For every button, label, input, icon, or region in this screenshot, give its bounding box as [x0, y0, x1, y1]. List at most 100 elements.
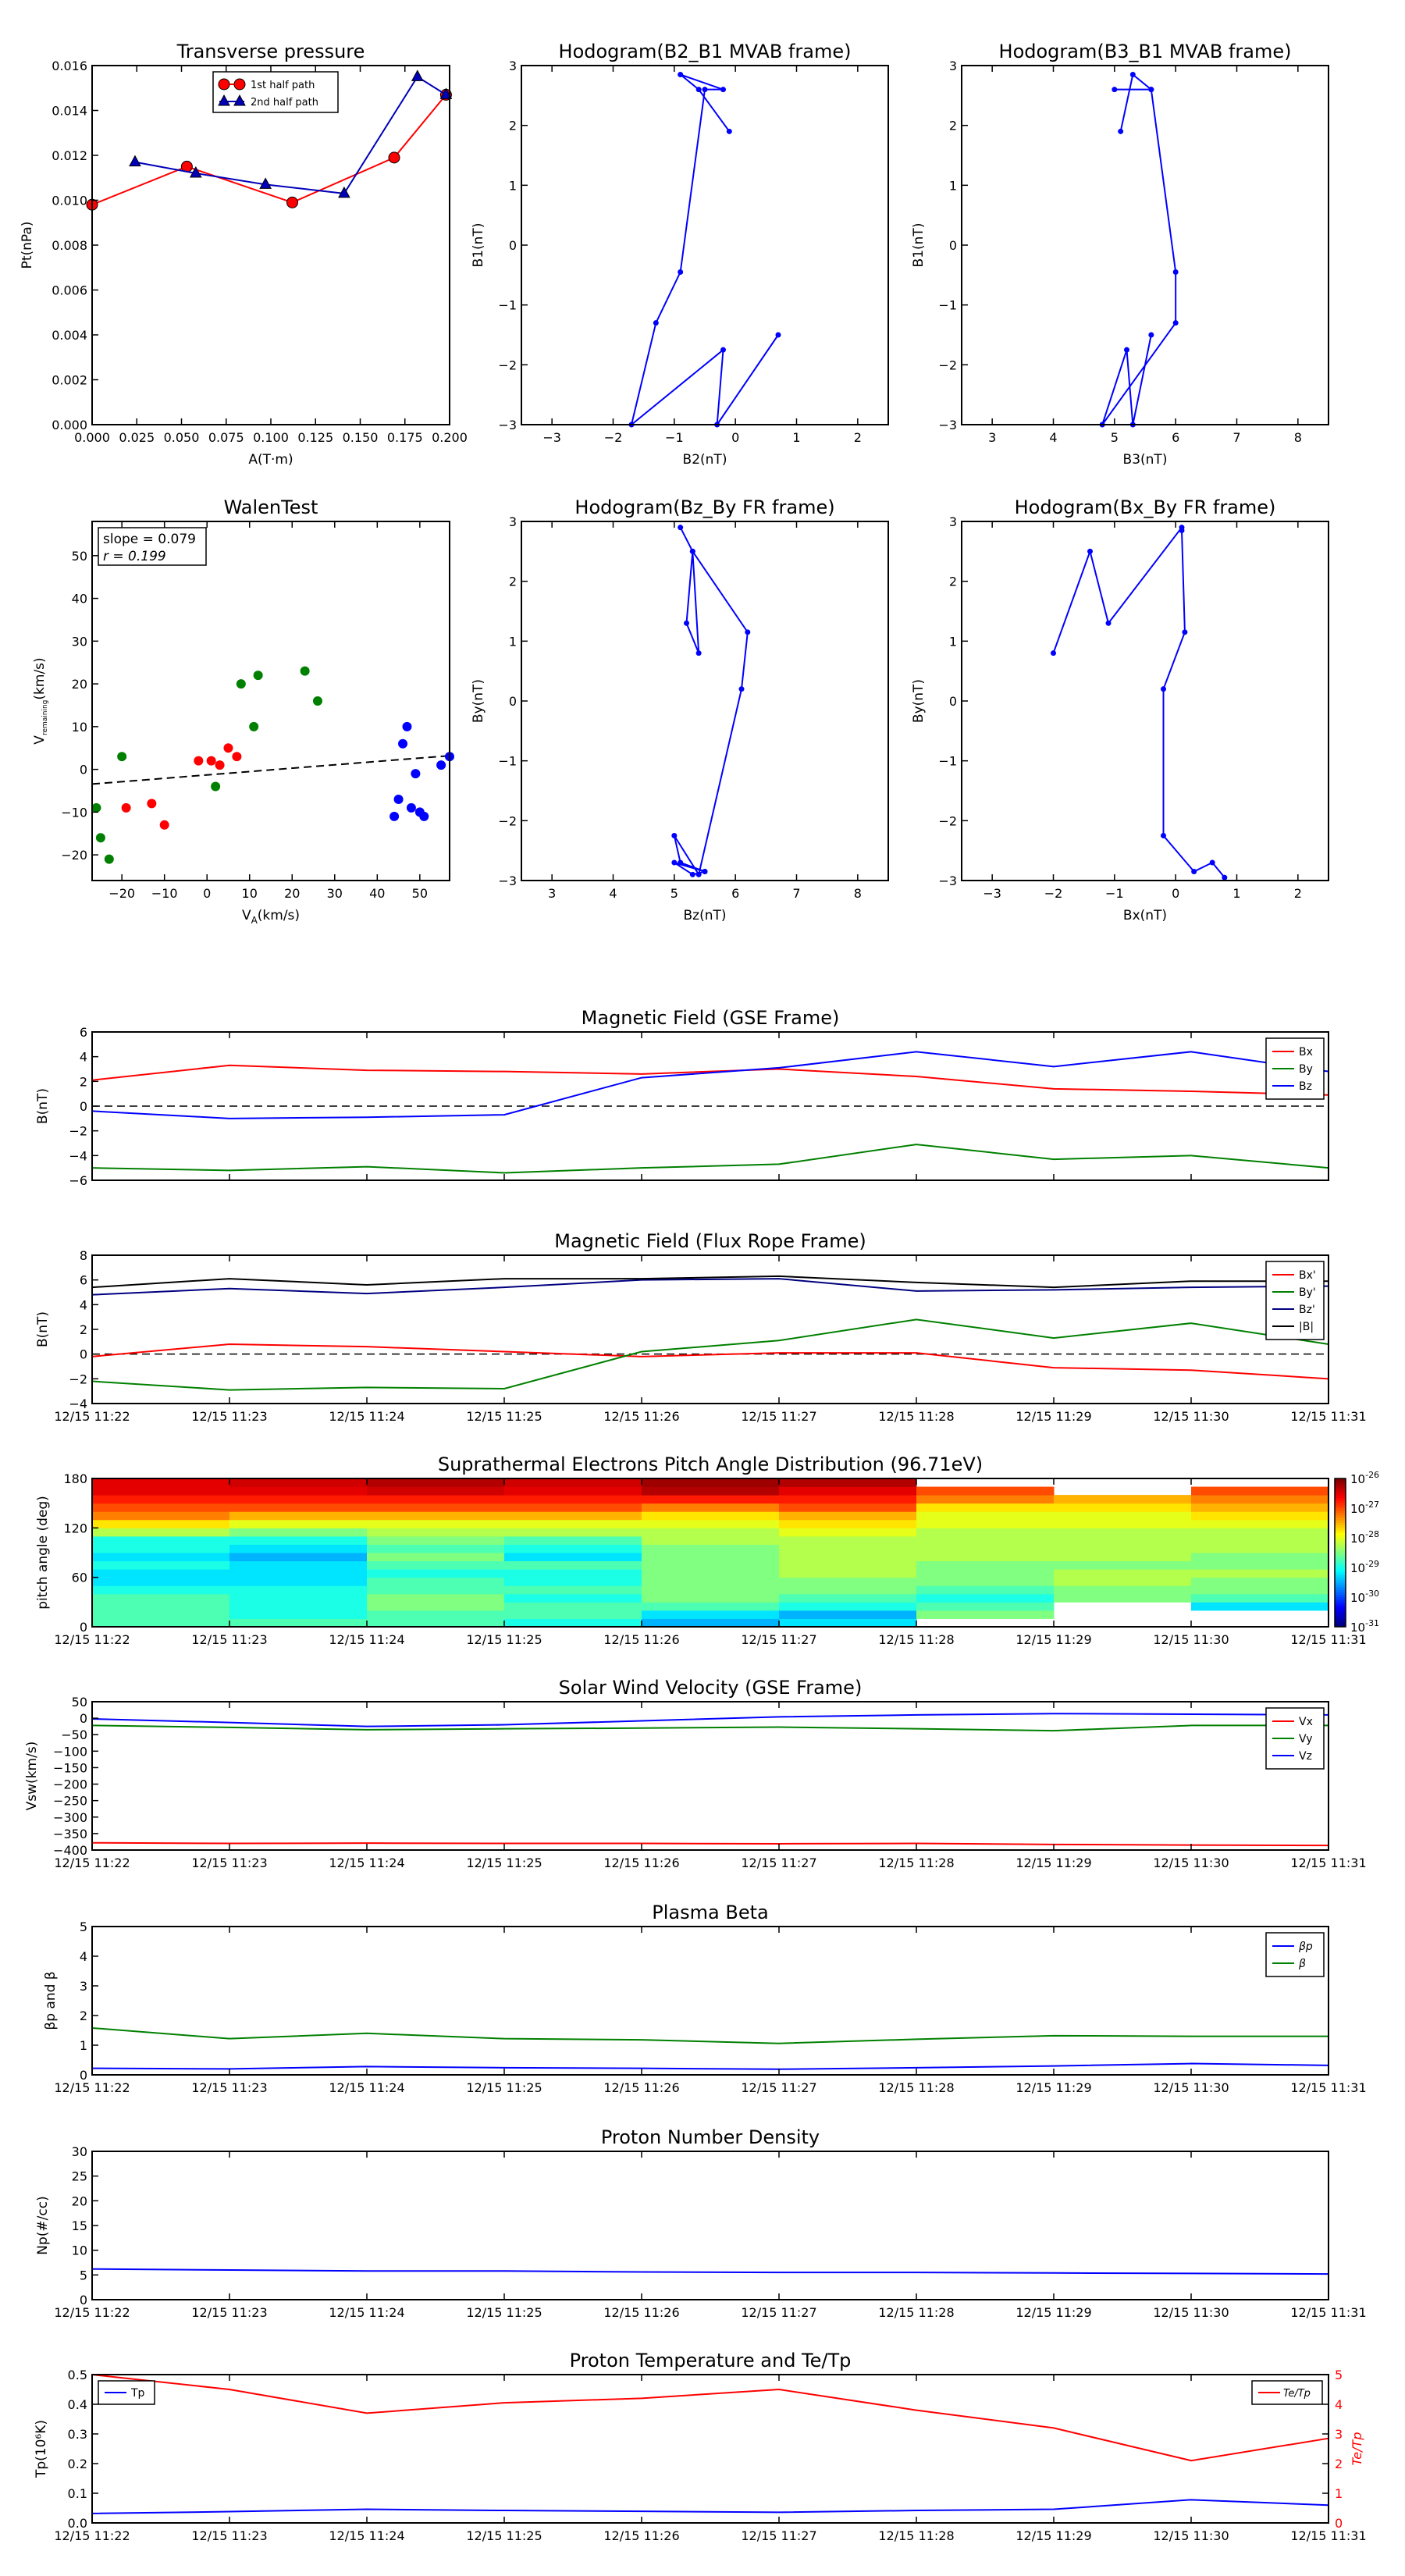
- heatmap-cell: [367, 1577, 505, 1586]
- y-tick-label: −50: [61, 1727, 87, 1742]
- axes-frame: [961, 65, 1329, 425]
- data-point: [695, 87, 702, 93]
- y-tick-label: 1: [949, 634, 957, 649]
- y-tick-label: 0.008: [52, 238, 87, 253]
- series-line-1: [91, 1318, 1329, 1391]
- heatmap-cell: [504, 1511, 642, 1521]
- x-tick-label: −1: [665, 430, 684, 445]
- heatmap-cell: [642, 1478, 780, 1488]
- heatmap-cell: [504, 1544, 642, 1553]
- data-point: [406, 802, 416, 813]
- x-tick-label: 12/15 11:28: [878, 2080, 954, 2095]
- colorbar-step: [1335, 1614, 1346, 1617]
- x-tick-label: 1: [792, 430, 800, 445]
- heatmap-cell: [916, 1602, 1055, 1611]
- heatmap-cell: [229, 1486, 368, 1496]
- x-tick-label: 12/15 11:26: [603, 1856, 679, 1870]
- colorbar-step: [1335, 1570, 1346, 1573]
- colorbar-step: [1335, 1579, 1346, 1583]
- colorbar-tick-base: 10: [1350, 1472, 1365, 1486]
- x-axis-label: A(T·m): [248, 452, 293, 468]
- colorbar-step: [1335, 1515, 1346, 1519]
- data-point: [211, 781, 221, 792]
- x-tick-label: 12/15 11:24: [329, 1856, 404, 1870]
- x-tick-label: 12/15 11:22: [54, 2305, 130, 2320]
- y-tick-label: 0.4: [68, 2397, 87, 2412]
- heatmap-cell: [1191, 1544, 1329, 1553]
- axes-frame: [91, 1478, 1329, 1628]
- y-tick-label: −2: [938, 358, 957, 372]
- data-point: [411, 69, 424, 81]
- y-tick-label: 8: [80, 1248, 87, 1263]
- heatmap-cell: [642, 1577, 780, 1586]
- data-point: [775, 332, 781, 338]
- heatmap-cell: [92, 1535, 230, 1545]
- heatmap-cell: [229, 1610, 368, 1619]
- legend-label: βp: [1298, 1941, 1313, 1953]
- heatmap-cell: [1054, 1495, 1192, 1504]
- heatmap-cell: [92, 1610, 230, 1619]
- colorbar-step: [1335, 1498, 1346, 1501]
- y-tick-label: −100: [53, 1744, 87, 1759]
- x-tick-label: 12/15 11:22: [54, 1856, 130, 1870]
- y-tick-label: 0: [509, 238, 517, 253]
- x-tick-label: 0.100: [253, 430, 289, 445]
- colorbar-step: [1335, 1530, 1346, 1534]
- heatmap-cell: [1191, 1519, 1329, 1528]
- y-tick-label: 0: [80, 1620, 87, 1635]
- heatmap-cell: [1191, 1553, 1329, 1562]
- y-tick-label: 0.016: [52, 59, 87, 73]
- x-axis-label: VA(km/s): [242, 908, 300, 926]
- data-point: [1118, 128, 1124, 134]
- data-point: [206, 756, 216, 766]
- y-tick-label: −4: [69, 1148, 87, 1163]
- legend-label: Vz: [1299, 1750, 1312, 1763]
- data-point: [223, 743, 233, 753]
- y-tick-label: −3: [938, 418, 957, 432]
- y-tick-label: 0.006: [52, 283, 87, 298]
- heatmap-cell: [229, 1478, 368, 1488]
- colorbar-step: [1335, 1481, 1346, 1484]
- heatmap-cell: [229, 1577, 368, 1586]
- heatmap-cell: [504, 1519, 642, 1528]
- colorbar-step: [1335, 1485, 1346, 1489]
- x-tick-label: 12/15 11:22: [54, 2528, 130, 2543]
- heatmap-cell: [229, 1495, 368, 1504]
- heatmap-cell: [92, 1553, 230, 1562]
- axes-frame: [91, 2374, 1329, 2524]
- heatmap-cell: [92, 1511, 230, 1521]
- x-tick-label: 12/15 11:26: [603, 1409, 679, 1424]
- heatmap-cell: [367, 1569, 505, 1578]
- heatmap-cell: [642, 1585, 780, 1595]
- chart-title: Plasma Beta: [652, 1902, 768, 1923]
- legend-right: Te/Tp: [1251, 2380, 1323, 2405]
- data-point: [95, 833, 105, 843]
- x-tick-label: 2: [1294, 886, 1302, 901]
- data-point: [671, 859, 678, 866]
- series-0: [671, 525, 751, 877]
- annotation-r: r = 0.199: [103, 549, 166, 564]
- heatmap-cell: [367, 1553, 505, 1562]
- heatmap-cell: [779, 1535, 917, 1545]
- data-point: [720, 87, 726, 93]
- heatmap-cell: [504, 1553, 642, 1562]
- colorbar-step: [1335, 1528, 1346, 1531]
- series-line-2: [91, 1278, 1329, 1296]
- x-tick-label: 12/15 11:28: [878, 1856, 954, 1870]
- colorbar-step: [1335, 1557, 1346, 1560]
- y-tick-label: 0.2: [68, 2457, 87, 2471]
- colorbar-step: [1335, 1478, 1346, 1482]
- x-tick-label: 12/15 11:22: [54, 1632, 130, 1647]
- x-tick-label: 12/15 11:25: [466, 2080, 542, 2095]
- y-axis-label: Pt(nPa): [20, 222, 35, 269]
- data-point: [300, 666, 310, 676]
- colorbar-step: [1335, 1602, 1346, 1605]
- x-tick-label: 12/15 11:31: [1290, 1856, 1366, 1870]
- y-tick-label: 3: [80, 1979, 87, 1994]
- colorbar-tick-base: 10: [1350, 1502, 1365, 1516]
- x-tick-label: 10: [242, 886, 258, 901]
- y-tick-label: 0: [509, 694, 517, 709]
- colorbar-step: [1335, 1483, 1346, 1486]
- y-tick-label: 3: [949, 514, 957, 529]
- x-tick-label: 12/15 11:27: [741, 1409, 816, 1424]
